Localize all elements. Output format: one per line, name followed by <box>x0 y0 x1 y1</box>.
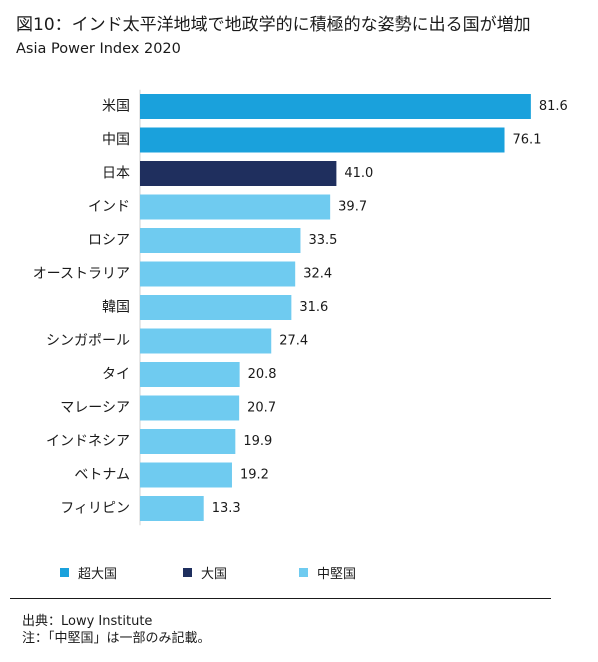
bar-chart: 米国 81.6 中国 76.1 日本 41.0 インド 39.7 ロシア 33.5 オーストラリア 3… <box>33 89 568 526</box>
legend-swatch-superpower <box>60 568 69 577</box>
value-label: 39.7 <box>338 200 367 215</box>
category-label: マレーシア <box>60 400 130 416</box>
category-label: 米国 <box>102 99 130 115</box>
bar <box>140 462 232 488</box>
category-label: シンガポール <box>46 333 130 349</box>
value-label: 76.1 <box>513 133 542 148</box>
value-label: 20.8 <box>248 367 277 382</box>
source-note: 出典：Lowy Institute <box>22 614 153 629</box>
value-label: 20.7 <box>247 401 276 416</box>
category-label: インドネシア <box>46 434 130 450</box>
legend-item-superpower: 超大国 <box>60 563 117 582</box>
category-label: フィリピン <box>60 501 130 517</box>
chart-title: 図10：インド太平洋地域で地政学的に積極的な姿勢に出る国が増加 <box>16 15 531 35</box>
bar <box>140 295 292 320</box>
value-label: 19.9 <box>243 434 272 449</box>
bar <box>140 261 296 287</box>
value-label: 33.5 <box>308 233 337 248</box>
footer: 出典：Lowy Institute 注：「中堅国」は一部のみ記載。 <box>22 613 211 647</box>
legend-swatch-major-power <box>183 568 192 577</box>
category-label: 中国 <box>102 132 130 148</box>
value-label: 31.6 <box>299 300 328 315</box>
bar <box>140 328 272 354</box>
legend-label-superpower: 超大国 <box>78 567 118 582</box>
category-label: ベトナム <box>74 467 130 483</box>
legend-swatch-middle-power <box>299 568 308 577</box>
category-label: タイ <box>102 367 130 383</box>
bar <box>140 161 337 186</box>
legend-label-major-power: 大国 <box>201 567 228 582</box>
value-label: 41.0 <box>344 166 373 181</box>
legend-item-middle-power: 中堅国 <box>299 563 356 582</box>
category-label: インド <box>88 199 130 215</box>
footer-divider <box>10 598 551 599</box>
category-label: オーストラリア <box>33 266 130 282</box>
category-label: 日本 <box>102 166 130 182</box>
value-label: 27.4 <box>279 334 308 349</box>
bar <box>140 362 240 387</box>
bar <box>140 429 236 454</box>
category-label: 韓国 <box>102 300 130 316</box>
chart-subtitle: Asia Power Index 2020 <box>16 41 181 57</box>
legend-item-major-power: 大国 <box>183 563 227 582</box>
legend: 超大国 大国 中堅国 <box>0 563 598 583</box>
bar <box>140 496 204 521</box>
legend-label-middle-power: 中堅国 <box>317 567 357 582</box>
footnote: 注：「中堅国」は一部のみ記載。 <box>22 631 211 646</box>
bar <box>140 194 331 220</box>
value-label: 13.3 <box>212 501 241 516</box>
value-label: 19.2 <box>240 468 269 483</box>
bar <box>140 94 531 119</box>
bar <box>140 127 505 153</box>
bar <box>140 395 240 421</box>
bar <box>140 228 301 253</box>
value-label: 32.4 <box>303 267 332 282</box>
value-label: 81.6 <box>539 99 568 114</box>
category-label: ロシア <box>88 233 130 249</box>
